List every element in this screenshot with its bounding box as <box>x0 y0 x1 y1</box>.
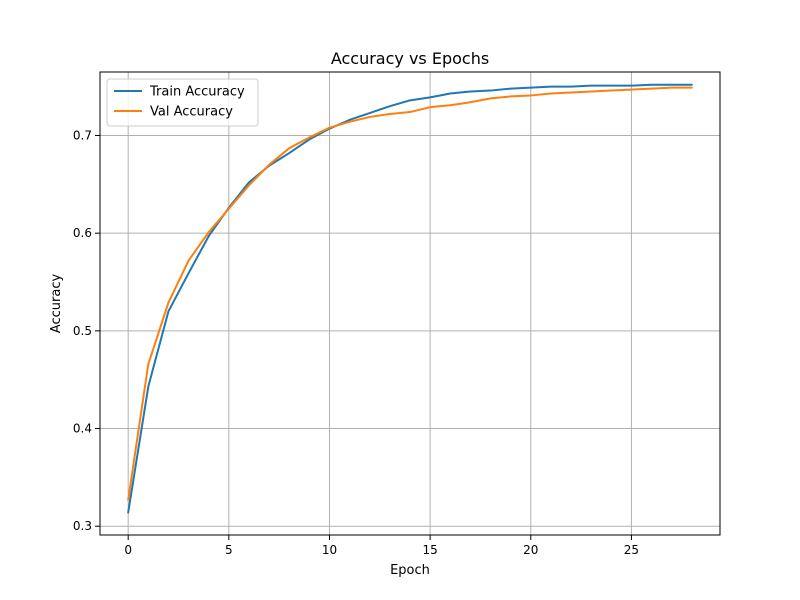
legend-box <box>106 78 259 127</box>
x-tick-label-4: 20 <box>523 543 538 557</box>
series-line-val-accuracy <box>127 86 693 501</box>
x-tick-label-2: 10 <box>322 543 337 557</box>
y-axis-label: Accuracy <box>49 274 64 334</box>
chart-title: Accuracy vs Epochs <box>331 49 489 68</box>
legend-label-val-accuracy: Val Accuracy <box>150 105 233 120</box>
y-tick-label-4: 0.7 <box>73 128 92 142</box>
x-tick-label-5: 25 <box>624 543 639 557</box>
y-tick-label-2: 0.5 <box>73 324 92 338</box>
y-tick-label-3: 0.6 <box>73 226 92 240</box>
y-tick-label-0: 0.3 <box>73 519 92 533</box>
x-tick-label-3: 15 <box>422 543 437 557</box>
plot-frame <box>99 71 721 536</box>
legend-label-train-accuracy: Train Accuracy <box>149 85 245 100</box>
x-tick-label-1: 5 <box>225 543 233 557</box>
x-tick-label-0: 0 <box>124 543 132 557</box>
grid-layer <box>100 72 720 535</box>
legend: Train Accuracy Val Accuracy <box>106 78 259 127</box>
x-axis-label: Epoch <box>390 563 430 578</box>
tick-layer: 0 5 10 15 20 25 0.3 0.4 0.5 0.6 0.7 <box>73 128 639 557</box>
y-tick-label-1: 0.4 <box>73 422 92 436</box>
series-layer <box>127 83 693 514</box>
